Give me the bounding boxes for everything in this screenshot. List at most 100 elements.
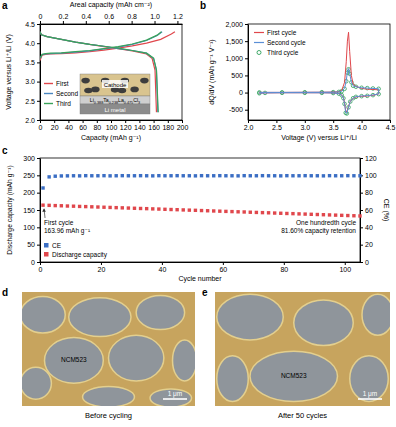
tick-label: 0	[39, 266, 43, 273]
particle	[217, 356, 249, 402]
tick-label: 20	[51, 124, 59, 131]
tick: 40	[360, 224, 373, 231]
tick-mark	[245, 41, 248, 42]
plot-area	[258, 32, 381, 115]
series-point	[96, 174, 99, 177]
series-point	[310, 174, 313, 177]
particle	[136, 295, 184, 329]
tick-mark	[40, 21, 41, 24]
tick: 4.0	[357, 120, 367, 131]
series-point	[249, 174, 252, 177]
tick-mark	[37, 262, 40, 263]
annotation: 163.96 mAh g⁻¹	[44, 227, 91, 235]
tick: 4.0	[25, 40, 40, 47]
series-point	[96, 205, 99, 208]
tick: 160	[148, 120, 160, 131]
axis-line	[249, 120, 391, 121]
series-point	[188, 174, 191, 177]
inset-particle	[84, 88, 92, 94]
series-point	[78, 174, 81, 177]
tick-mark	[245, 58, 248, 59]
series-point	[346, 214, 349, 217]
series-point	[90, 205, 93, 208]
tick-label: 40	[365, 224, 373, 231]
series-point	[194, 174, 197, 177]
particle	[108, 335, 163, 381]
tick-label: 3.0	[300, 124, 310, 131]
inset-particle	[91, 87, 99, 93]
tick: 2.5	[272, 120, 282, 131]
series-point	[328, 174, 331, 177]
series-point	[340, 214, 343, 217]
tick-label: 0	[39, 124, 43, 131]
series-point	[169, 174, 172, 177]
tick: 250	[23, 172, 40, 179]
tick: 200	[177, 120, 189, 131]
tick-mark	[37, 82, 40, 83]
tick: 1.2	[173, 13, 183, 24]
series-point	[151, 174, 154, 177]
series-point	[279, 212, 282, 215]
tick-label: 2.0	[25, 117, 35, 124]
inset: CathodeLi0.388Ta0.238La0.475Cl3Li metal	[80, 74, 150, 114]
axis-line	[41, 262, 361, 263]
tick-mark	[245, 93, 248, 94]
tick-label: 120	[120, 124, 132, 131]
plot-area	[40, 32, 175, 113]
series-point	[133, 174, 136, 177]
annotation: First cycle	[44, 219, 74, 227]
series-point	[267, 211, 270, 214]
series-point	[60, 174, 63, 177]
series-point	[200, 174, 203, 177]
series-point	[72, 174, 75, 177]
series-point	[358, 174, 361, 177]
tick-label: 140	[134, 124, 146, 131]
series-point	[194, 209, 197, 212]
series-point	[151, 207, 154, 210]
tick: 0.6	[104, 13, 114, 24]
tick-label: 100	[365, 172, 377, 179]
tick: 0	[39, 262, 43, 273]
series-line	[40, 32, 156, 113]
series-point	[41, 203, 44, 206]
series-point	[273, 211, 276, 214]
annotation: One hundredth cycle	[296, 219, 356, 227]
tick: 120	[360, 155, 377, 162]
tick-mark	[37, 24, 40, 25]
series-point	[291, 212, 294, 215]
series-point	[127, 206, 130, 209]
tick: 100	[106, 120, 118, 131]
series-point	[54, 175, 57, 178]
legend-label: First cycle	[267, 29, 297, 37]
scale-bar	[358, 398, 382, 400]
series-point	[121, 206, 124, 209]
tick-mark	[345, 262, 346, 265]
series-point	[291, 174, 294, 177]
tick-mark	[37, 175, 40, 176]
series-point	[84, 174, 87, 177]
tick-mark	[360, 245, 363, 246]
series-point	[261, 174, 264, 177]
legend-label: CE	[52, 242, 62, 249]
tick-mark	[276, 120, 277, 123]
series-line	[40, 32, 158, 113]
axis-title: Cycle number	[178, 275, 222, 283]
series-point	[279, 174, 282, 177]
x-axis: 020406080100120140160180200	[39, 120, 189, 131]
panel-label: b	[200, 0, 206, 11]
tick: 20	[360, 241, 373, 248]
tick-mark	[37, 158, 40, 159]
axis-line	[40, 159, 41, 263]
tick-label: 500	[231, 72, 243, 79]
panel-label: d	[2, 287, 8, 298]
inset-label-box	[102, 80, 128, 88]
tick: 20	[98, 262, 106, 273]
tick-mark	[111, 120, 112, 123]
tick: 1,000	[225, 55, 248, 62]
series-point	[66, 174, 69, 177]
tick-label: 60	[219, 266, 227, 273]
caption: After 50 cycles	[278, 411, 327, 420]
tick: 80	[360, 189, 373, 196]
panel-b: 2.02.53.03.54.04.5-50005001,0001,5002,00…	[200, 0, 395, 142]
series-point	[66, 204, 69, 207]
